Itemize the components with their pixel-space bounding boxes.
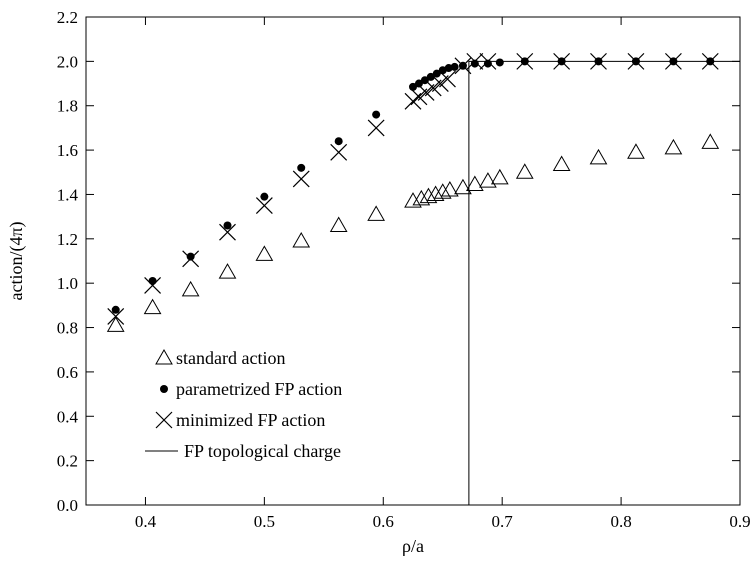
parametrized-fp-action-point <box>111 305 120 314</box>
parametrized-fp-action-point <box>426 72 435 81</box>
standard-action-point <box>552 155 571 172</box>
minimized-fp-action-point <box>144 276 162 294</box>
y-axis-label: action/(4π) <box>6 221 27 300</box>
standard-action-point <box>181 280 200 297</box>
standard-action-point <box>329 216 348 233</box>
y-tick-label: 1.8 <box>57 97 78 116</box>
standard-action-point <box>479 172 497 188</box>
parametrized-fp-action-point <box>148 276 157 285</box>
standard-action-point <box>218 263 237 279</box>
plot-frame <box>85 16 741 506</box>
legend-label-standard-action: standard action <box>176 348 285 368</box>
x-axis-label: ρ/a <box>402 536 424 556</box>
y-tick-label: 1.6 <box>57 141 78 160</box>
legend-label-fp-topological-charge: FP topological charge <box>184 441 341 461</box>
standard-action-point <box>419 187 438 204</box>
minimized-fp-action-point <box>417 83 435 101</box>
x-tick-label: 0.7 <box>492 512 514 531</box>
legend: standard action parametrized FP action min… <box>145 348 342 461</box>
parametrized-fp-action-point <box>260 192 269 201</box>
standard-action-point <box>255 245 274 261</box>
standard-action-point <box>412 189 431 206</box>
parametrized-fp-action-point <box>223 221 232 230</box>
parametrized-fp-action-point <box>432 69 441 78</box>
standard-action-point <box>404 192 422 208</box>
standard-action-point <box>701 133 720 149</box>
parametrized-fp-action-point <box>414 79 423 88</box>
parametrized-fp-action-point <box>450 62 459 71</box>
parametrized-fp-action-point <box>444 64 453 73</box>
x-tick-label: 0.9 <box>729 512 750 531</box>
minimized-fp-action-point <box>182 250 200 268</box>
standard-action-point <box>433 183 452 199</box>
y-tick-label: 0.0 <box>57 496 78 515</box>
fp-topological-charge-line <box>468 60 740 505</box>
standard-action-point <box>143 298 162 315</box>
x-tick-label: 0.5 <box>254 512 275 531</box>
x-tick-label: 0.6 <box>373 512 394 531</box>
y-tick-label: 2.2 <box>57 8 78 27</box>
standard-action-point <box>367 205 385 221</box>
minimized-fp-action-point <box>424 79 442 97</box>
parametrized-fp-action-point <box>297 163 306 172</box>
y-tick-label: 2.0 <box>57 52 78 71</box>
y-tick-label: 0.2 <box>57 452 78 471</box>
y-tick-label: 0.4 <box>57 407 79 426</box>
parametrized-fp-action-point <box>334 137 343 146</box>
ticks: 0.4 0.5 0.6 0.7 0.8 0.9 0.0 0.2 0.4 0.6 0.8 1.0 1.2 1… <box>57 8 751 531</box>
minimized-fp-action-point <box>431 75 449 92</box>
standard-action-point <box>106 316 125 332</box>
x-tick-label: 0.8 <box>610 512 631 531</box>
data-marks <box>106 52 740 505</box>
y-tick-label: 1.0 <box>57 274 78 293</box>
standard-action-point <box>292 232 311 248</box>
y-tick-label: 0.8 <box>57 319 78 338</box>
minimized-fp-action-point <box>454 57 472 75</box>
standard-action-point <box>515 163 534 179</box>
standard-action-point <box>490 168 509 185</box>
minimized-fp-action-point <box>255 197 273 214</box>
minimized-fp-action-point <box>367 119 385 137</box>
legend-marker-standard-action <box>155 348 173 365</box>
standard-action-point <box>664 138 683 155</box>
standard-action-point <box>426 185 445 201</box>
legend-marker-minimized-fp-action <box>155 411 173 429</box>
minimized-fp-action-point <box>292 170 310 188</box>
standard-action-point <box>627 143 645 159</box>
standard-action-point <box>441 181 459 197</box>
minimized-fp-action-point <box>439 70 456 88</box>
minimized-fp-action-point <box>107 308 125 325</box>
x-tick-label: 0.4 <box>135 512 157 531</box>
y-tick-label: 1.4 <box>57 185 79 204</box>
minimized-fp-action-point <box>330 143 348 161</box>
y-tick-label: 0.6 <box>57 363 78 382</box>
y-tick-label: 1.2 <box>57 230 78 249</box>
parametrized-fp-action-point <box>372 110 381 119</box>
legend-label-minimized-fp-action: minimized FP action <box>176 410 325 430</box>
legend-label-parametrized-fp-action: parametrized FP action <box>176 379 342 399</box>
legend-marker-parametrized-fp-action <box>160 385 168 393</box>
standard-action-point <box>454 178 472 195</box>
minimized-fp-action-point <box>219 223 236 241</box>
standard-action-point <box>465 175 484 191</box>
minimized-fp-action-point <box>410 88 428 106</box>
parametrized-fp-action-point <box>495 58 504 67</box>
standard-action-point <box>589 148 608 165</box>
parametrized-fp-action-point <box>186 252 195 261</box>
